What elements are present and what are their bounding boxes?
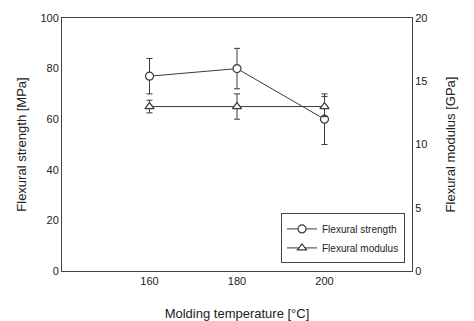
svg-text:Flexural strength [MPa]: Flexural strength [MPa] bbox=[14, 77, 29, 211]
svg-text:100: 100 bbox=[40, 12, 58, 24]
svg-text:80: 80 bbox=[47, 62, 59, 74]
svg-text:60: 60 bbox=[47, 113, 59, 125]
svg-text:Molding temperature [°C]: Molding temperature [°C] bbox=[165, 306, 310, 321]
svg-text:Flexural modulus: Flexural modulus bbox=[322, 243, 398, 254]
svg-text:Flexural strength: Flexural strength bbox=[322, 224, 396, 235]
svg-text:0: 0 bbox=[415, 265, 421, 277]
svg-text:180: 180 bbox=[228, 275, 246, 287]
svg-text:200: 200 bbox=[315, 275, 333, 287]
svg-text:Flexural modulus [GPa]: Flexural modulus [GPa] bbox=[443, 77, 458, 213]
svg-text:20: 20 bbox=[47, 214, 59, 226]
svg-text:5: 5 bbox=[415, 202, 421, 214]
svg-text:40: 40 bbox=[47, 164, 59, 176]
svg-text:0: 0 bbox=[53, 265, 59, 277]
svg-text:15: 15 bbox=[415, 75, 427, 87]
svg-text:20: 20 bbox=[415, 12, 427, 24]
svg-text:10: 10 bbox=[415, 138, 427, 150]
svg-text:160: 160 bbox=[140, 275, 158, 287]
